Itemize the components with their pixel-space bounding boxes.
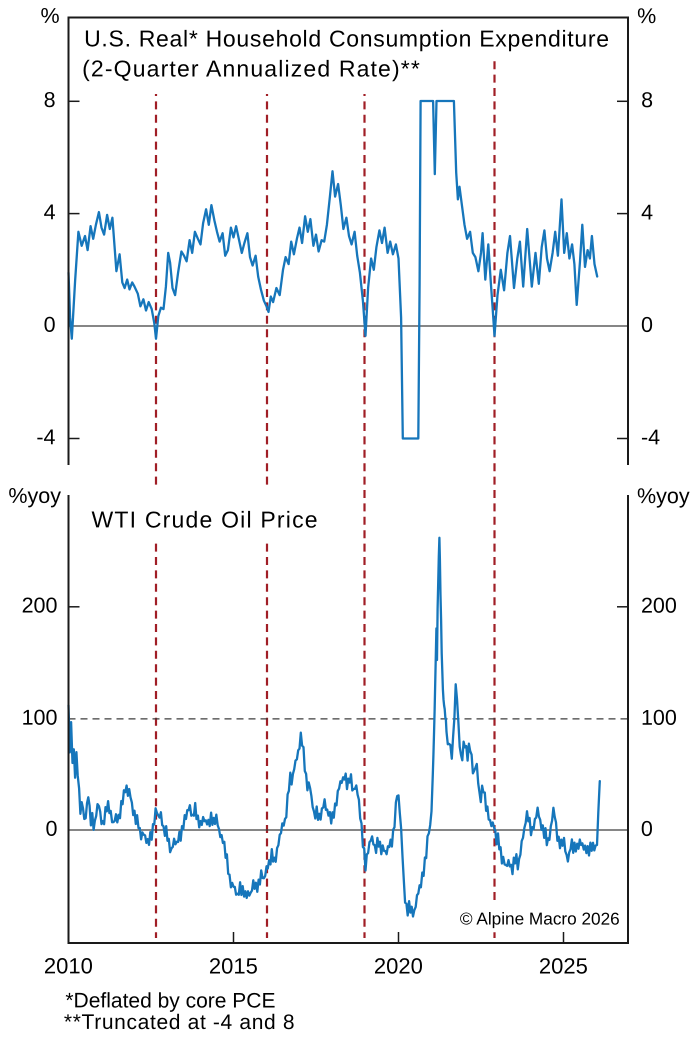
svg-text:0: 0 — [44, 313, 56, 337]
svg-text:4: 4 — [641, 200, 653, 224]
svg-text:0: 0 — [641, 817, 653, 841]
svg-text:4: 4 — [44, 200, 56, 224]
svg-text:%yoy: %yoy — [637, 484, 690, 508]
svg-text:2020: 2020 — [374, 954, 423, 979]
svg-text:8: 8 — [641, 88, 653, 112]
svg-text:**Truncated at -4 and 8: **Truncated at -4 and 8 — [64, 1011, 295, 1034]
svg-text:%: % — [41, 4, 60, 28]
svg-text:8: 8 — [44, 88, 56, 112]
svg-text:0: 0 — [641, 313, 653, 337]
svg-text:2025: 2025 — [539, 954, 588, 979]
svg-text:2015: 2015 — [209, 953, 258, 978]
svg-text:100: 100 — [22, 706, 58, 730]
svg-text:200: 200 — [22, 594, 58, 618]
svg-text:%yoy: %yoy — [8, 484, 61, 508]
svg-text:*Deflated by core PCE: *Deflated by core PCE — [65, 989, 275, 1012]
svg-text:-4: -4 — [36, 425, 55, 449]
svg-text:0: 0 — [45, 817, 57, 841]
svg-text:WTI Crude Oil Price: WTI Crude Oil Price — [91, 506, 318, 532]
svg-text:2010: 2010 — [44, 953, 93, 978]
svg-text:200: 200 — [641, 594, 677, 618]
svg-text:100: 100 — [641, 706, 677, 730]
svg-text:-4: -4 — [641, 425, 660, 449]
svg-text:U.S. Real* Household Consumpti: U.S. Real* Household Consumption Expendi… — [84, 25, 610, 51]
svg-text:(2-Quarter Annualized Rate)**: (2-Quarter Annualized Rate)** — [82, 55, 421, 81]
svg-text:© Alpine Macro 2026: © Alpine Macro 2026 — [460, 909, 620, 929]
svg-text:%: % — [637, 4, 656, 28]
